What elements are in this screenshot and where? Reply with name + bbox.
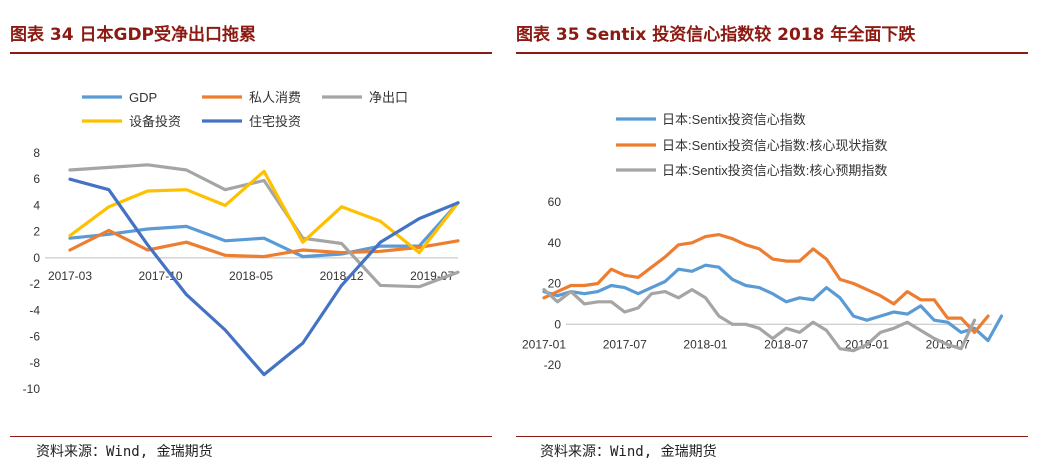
series-line-consumption: [68, 228, 460, 259]
y-tick-label: 60: [548, 195, 562, 209]
x-tick-label: 2018-12: [320, 269, 364, 283]
left-source: 资料来源：Wind, 金瑞期货: [36, 444, 213, 460]
y-tick-label: 0: [554, 317, 561, 331]
y-tick-label: -8: [29, 356, 40, 370]
legend-label-sentix-expectation: 日本:Sentix投资信心指数:核心预期指数: [662, 163, 887, 178]
right-title-rule: [516, 52, 1028, 54]
series-line-sentix-current: [542, 233, 990, 334]
legend-label-private-consumption: 私人消费: [249, 90, 301, 105]
x-tick-label: 2017-03: [48, 269, 92, 283]
series-line-housing-investment: [68, 177, 460, 377]
y-tick-label: 0: [33, 251, 40, 265]
y-tick-label: 4: [33, 198, 40, 212]
y-tick-label: 6: [33, 172, 40, 186]
legend-label-net-exports: 净出口: [369, 90, 408, 105]
legend-label-gdp: GDP: [129, 90, 157, 105]
legend-label-equipment-investment: 设备投资: [129, 114, 181, 129]
right-source-rule: [516, 436, 1028, 437]
series-line-sentix-overall: [542, 263, 1004, 343]
left-title-rule: [10, 52, 492, 54]
y-tick-label: -4: [29, 303, 40, 317]
x-tick-label: 2017-10: [139, 269, 183, 283]
left-chart-title: 图表 34 日本GDP受净出口拖累: [10, 25, 257, 45]
y-tick-label: 40: [548, 236, 562, 250]
legend-label-sentix-current: 日本:Sentix投资信心指数:核心现状指数: [662, 138, 887, 153]
left-source-rule: [10, 436, 492, 437]
series-line-gdp: [68, 201, 460, 259]
series-line-equipment-investment: [68, 169, 460, 255]
y-tick-label: 2: [33, 225, 40, 239]
x-tick-label: 2018-05: [229, 269, 273, 283]
series-line-sentix-expectation: [542, 288, 977, 353]
y-tick-label: 8: [33, 146, 40, 160]
y-tick-label: 20: [548, 277, 562, 291]
y-tick-label: -6: [29, 330, 40, 344]
left-chart: -10 -8 -6 -4 -2 0 2 4 6 8 2017-03 2017-10 2018-05 201…: [23, 90, 460, 396]
right-source: 资料来源：Wind, 金瑞期货: [540, 444, 717, 460]
x-tick-label: 2017-01: [522, 337, 566, 351]
legend-label-housing-investment: 住宅投资: [249, 114, 301, 129]
y-tick-label: -2: [29, 277, 40, 291]
series-line-net-exports: [68, 163, 460, 289]
y-tick-label: -20: [544, 358, 562, 372]
y-tick-label: -10: [23, 382, 41, 396]
right-chart-title: 图表 35 Sentix 投资信心指数较 2018 年全面下跌: [516, 25, 916, 45]
x-tick-label: 2018-07: [764, 337, 808, 351]
legend-label-sentix-overall: 日本:Sentix投资信心指数: [662, 112, 806, 127]
x-tick-label: 2017-07: [603, 337, 647, 351]
x-tick-label: 2018-01: [683, 337, 727, 351]
